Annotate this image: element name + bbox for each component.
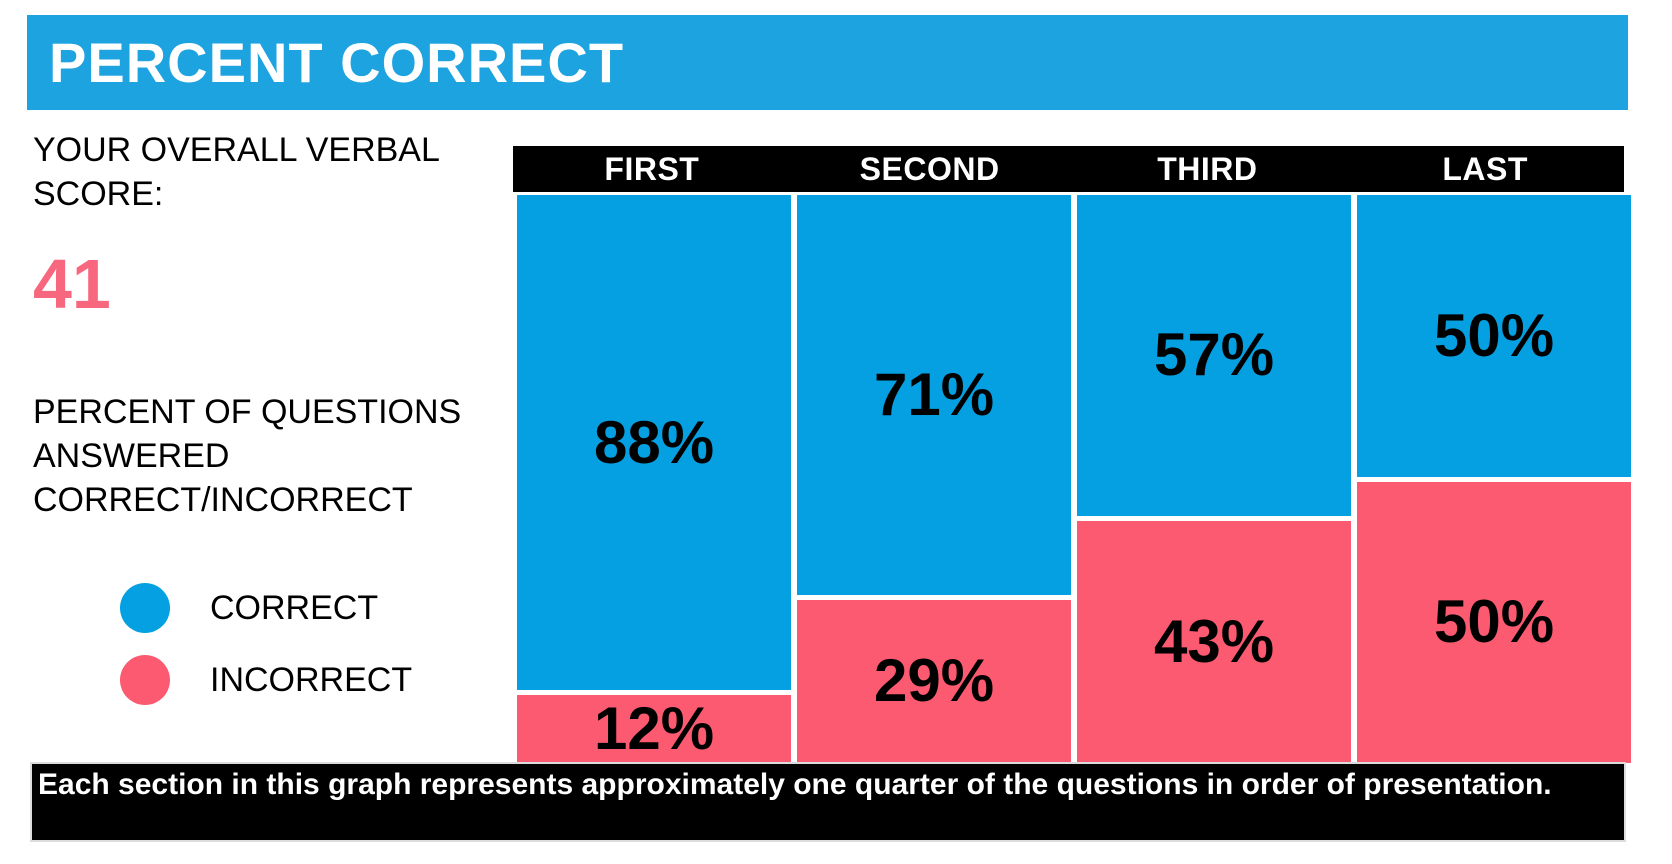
- legend: CORRECT INCORRECT: [120, 583, 412, 705]
- column-header-third: THIRD: [1157, 150, 1258, 187]
- column-header-row: FIRST SECOND THIRD LAST: [513, 146, 1624, 192]
- segment-divider: [797, 594, 1071, 600]
- legend-label: CORRECT: [210, 588, 379, 627]
- score-subtitle: PERCENT OF QUESTIONS ANSWERED CORRECT/IN…: [33, 393, 462, 519]
- column-header-last: LAST: [1442, 150, 1528, 187]
- segment-value: 29%: [873, 647, 995, 715]
- segment-incorrect-third: 43%: [1077, 520, 1351, 763]
- segment-correct-second: 71%: [797, 195, 1071, 595]
- segment-value: 50%: [1433, 588, 1555, 656]
- segment-correct-last: 50%: [1357, 195, 1631, 477]
- segment-value: 50%: [1433, 301, 1555, 369]
- column-header-second: SECOND: [859, 150, 1000, 187]
- column-third: 57% 43%: [1077, 195, 1351, 763]
- legend-item-incorrect: INCORRECT: [120, 655, 412, 705]
- segment-value: 43%: [1153, 607, 1275, 675]
- segment-value: 71%: [873, 360, 995, 428]
- column-header-first: FIRST: [604, 150, 700, 187]
- stacked-bar-chart: 88% 12% 71% 29% 57% 43% 50% 50%: [517, 195, 1631, 763]
- legend-item-correct: CORRECT: [120, 583, 412, 633]
- segment-correct-first: 88%: [517, 195, 791, 691]
- score-label: YOUR OVERALL VERBAL SCORE:: [33, 131, 439, 213]
- segment-incorrect-last: 50%: [1357, 481, 1631, 763]
- segment-divider: [1357, 476, 1631, 482]
- title-bar: PERCENT CORRECT: [27, 15, 1628, 110]
- footnote-text: Each section in this graph represents ap…: [38, 768, 1552, 801]
- legend-dot-correct: [120, 583, 170, 633]
- column-last: 50% 50%: [1357, 195, 1631, 763]
- segment-value: 12%: [593, 695, 715, 763]
- column-first: 88% 12%: [517, 195, 791, 763]
- segment-value: 57%: [1153, 321, 1275, 389]
- page-title: PERCENT CORRECT: [49, 31, 625, 94]
- footnote-bar: Each section in this graph represents ap…: [30, 762, 1626, 842]
- segment-divider: [1077, 515, 1351, 521]
- legend-label: INCORRECT: [210, 660, 413, 699]
- segment-correct-third: 57%: [1077, 195, 1351, 516]
- segment-incorrect-first: 12%: [517, 695, 791, 763]
- score-value: 41: [33, 245, 111, 323]
- segment-divider: [517, 690, 791, 696]
- segment-value: 88%: [593, 408, 715, 476]
- segment-incorrect-second: 29%: [797, 599, 1071, 763]
- legend-dot-incorrect: [120, 655, 170, 705]
- column-second: 71% 29%: [797, 195, 1071, 763]
